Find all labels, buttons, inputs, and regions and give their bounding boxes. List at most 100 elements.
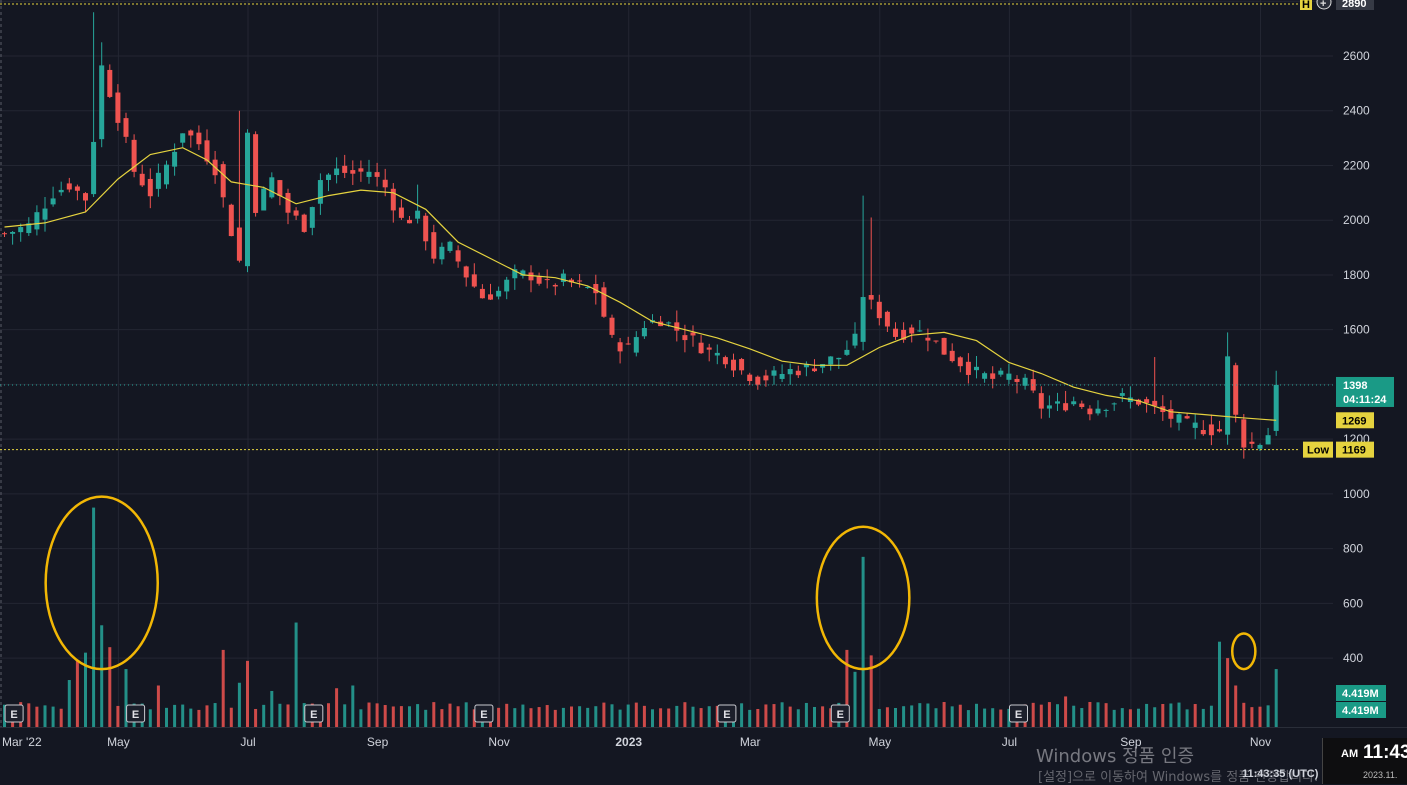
earnings-marker-letter: E <box>1015 709 1022 721</box>
volume-bar <box>804 702 808 727</box>
candle-body <box>390 188 396 211</box>
volume-bar <box>578 706 582 727</box>
volume-bar <box>885 707 889 727</box>
volume-bar <box>464 702 468 727</box>
candle-body <box>625 343 631 345</box>
volume-bar <box>707 706 711 727</box>
volume-bar <box>84 652 87 727</box>
candle-body <box>245 132 250 267</box>
volume-bar <box>1161 703 1165 727</box>
candle-body <box>528 272 534 281</box>
volume-bar <box>1250 707 1254 727</box>
volume-bar <box>942 702 946 727</box>
candle-body <box>933 340 939 342</box>
volume-bar <box>156 685 160 727</box>
clock-time: 11:43 <box>1363 742 1407 763</box>
candle-body <box>609 317 615 335</box>
volume-bar <box>1112 709 1116 727</box>
volume-bar <box>1258 706 1262 727</box>
volume-bar <box>659 708 663 727</box>
earnings-marker <box>717 704 737 723</box>
candle-body <box>601 287 607 317</box>
volume-bar <box>1137 708 1140 727</box>
candle-body <box>836 357 842 360</box>
volume-bar <box>262 704 266 727</box>
volume-bar <box>991 708 995 727</box>
candle-body <box>374 172 380 177</box>
candle-body <box>107 69 113 97</box>
volume-bar <box>237 682 241 727</box>
volume-bar <box>270 690 274 727</box>
candle-body <box>852 333 858 346</box>
volume-bar <box>51 706 55 727</box>
candle-body <box>974 366 979 371</box>
volume-bar <box>75 660 79 727</box>
candle-body <box>949 350 955 362</box>
volume-bar <box>902 706 906 727</box>
candle-body <box>139 173 145 186</box>
volume-bar <box>821 706 825 727</box>
time-tick-label: May <box>868 735 891 749</box>
candle-body <box>569 279 574 283</box>
highlight-circle <box>1230 632 1257 671</box>
candle-body <box>755 376 761 385</box>
candle-body <box>366 171 372 177</box>
candle-body <box>1184 416 1190 419</box>
volume-bar <box>877 708 881 727</box>
candle-body <box>115 92 121 123</box>
volume-bar <box>351 685 355 727</box>
candle-body <box>722 357 728 365</box>
volume-bar <box>278 703 282 727</box>
volume-bar <box>416 704 420 727</box>
low-tag-badge <box>1303 441 1333 458</box>
volume-bar <box>1088 701 1092 727</box>
volume-bar <box>634 702 638 727</box>
candle-body <box>1144 399 1150 403</box>
volume-bar <box>586 707 590 727</box>
volume-bar <box>780 702 784 727</box>
volume-bar <box>910 705 914 727</box>
candle-body <box>415 210 421 219</box>
taskbar-clock[interactable]: AM 11:43 2023.11. <box>1322 738 1407 784</box>
candle-body <box>261 188 267 211</box>
candle-body <box>407 219 412 224</box>
candle-body <box>577 280 583 282</box>
candle-body <box>998 370 1004 375</box>
add-icon-glyph[interactable]: + <box>1320 0 1326 10</box>
earnings-marker <box>4 704 24 723</box>
price-tick-label: 600 <box>1343 596 1363 610</box>
add-icon[interactable] <box>1316 0 1332 10</box>
candle-body <box>714 352 720 356</box>
earnings-marker-letter: E <box>10 709 17 721</box>
candle-body <box>398 207 404 218</box>
volume-bar <box>513 708 517 727</box>
volume-bar <box>189 708 193 727</box>
low-value-badge <box>1336 441 1374 458</box>
candle-body <box>253 134 259 213</box>
grid-lines <box>0 0 1407 728</box>
candle-body <box>893 328 898 337</box>
volume-bar <box>699 708 703 727</box>
candle-body <box>1119 393 1125 396</box>
volume-bars <box>3 507 1278 727</box>
candle-body <box>982 373 988 379</box>
candle-body <box>787 369 793 375</box>
candle-body <box>795 370 801 376</box>
volume-bar <box>999 709 1003 727</box>
volume-bar <box>302 703 306 727</box>
volume-bar <box>67 680 71 727</box>
volume-bar <box>756 708 760 727</box>
volume-badge-2 <box>1336 702 1386 718</box>
time-tick-label: Mar '22 <box>2 735 42 749</box>
earnings-marker <box>126 704 146 723</box>
volume-bar <box>1104 703 1108 727</box>
volume-bar <box>626 704 630 727</box>
volume-bar <box>108 647 112 727</box>
earnings-marker <box>1009 704 1028 723</box>
earnings-marker-letter: E <box>480 709 487 721</box>
candle-body <box>236 227 242 261</box>
candle-body <box>682 335 688 341</box>
volume-bar <box>173 704 177 727</box>
time-tick-label: 2023 <box>615 735 642 749</box>
